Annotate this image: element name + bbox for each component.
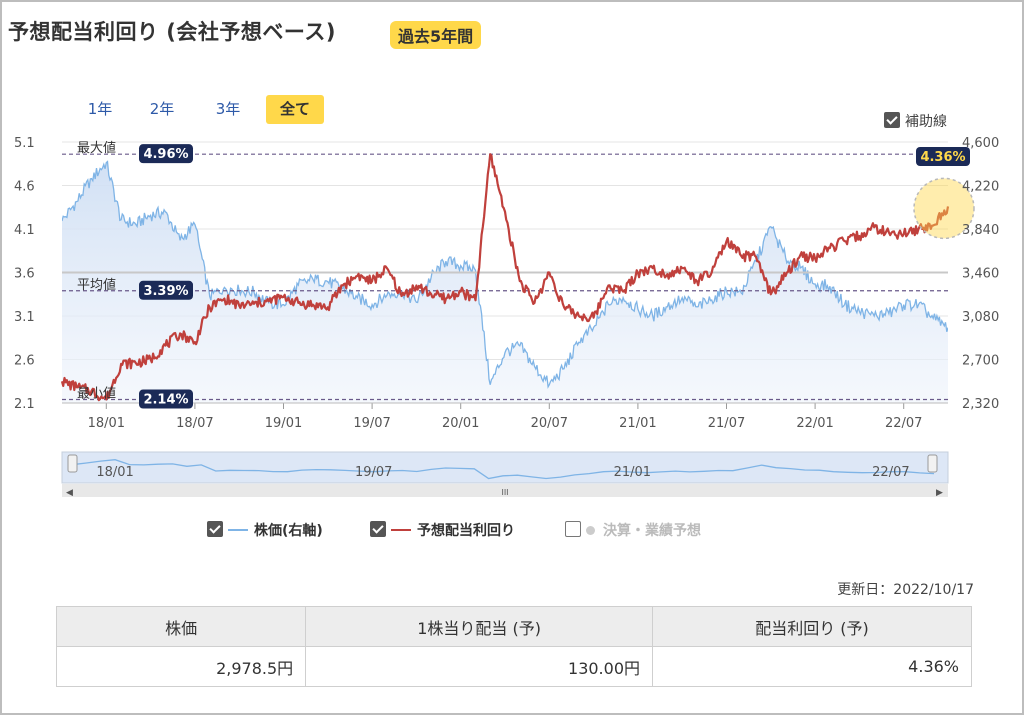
y-right-tick-label: 3,840: [962, 223, 999, 238]
cell-price: 2,978.5円: [55, 646, 307, 687]
period-badge: 過去5年間: [390, 21, 482, 49]
tab-1y[interactable]: 1年: [87, 100, 113, 118]
x-tick-label: 19/01: [265, 416, 302, 431]
y-left-tick-label: 3.6: [14, 267, 35, 282]
tab-2y[interactable]: 2年: [149, 100, 175, 118]
legend-yield-swatch: [391, 529, 411, 531]
y-right-tick-label: 4,600: [962, 136, 999, 151]
axes: 5.1 4.6 4.1 3.6 3.1 2.6 2.1 4,600 4,220 3,840 3,46…: [14, 136, 999, 431]
x-tick-label: 21/07: [708, 416, 745, 431]
price-area: [62, 161, 948, 403]
summary-table-header-row: 株価 1株当り配当 (予) 配当利回り (予): [55, 606, 972, 647]
x-tick-label: 18/01: [88, 416, 125, 431]
y-right-tick-label: 3,080: [962, 310, 999, 325]
reference-markers: 最大値 4.96% 平均値 3.39% 最小値 2.14% 4.36%: [77, 140, 970, 409]
price-series: [62, 160, 948, 403]
x-tick-label: 20/01: [442, 416, 479, 431]
x-tick-label: 20/07: [531, 416, 568, 431]
aux-line-label: 補助線: [905, 114, 947, 130]
navigator-tick-label: 21/01: [614, 465, 651, 480]
reference-label: 最小値: [77, 386, 116, 402]
navigator-tick-label: 22/07: [872, 465, 909, 480]
updated-date: 更新日：2022/10/17: [837, 582, 974, 598]
navigator-handle-icon[interactable]: [67, 454, 78, 473]
price-line: [62, 160, 948, 389]
x-tick-label: 21/01: [619, 416, 656, 431]
legend-item-yield[interactable]: 予想配当利回り: [370, 520, 515, 540]
reference-tag-bg: [139, 389, 193, 409]
page-title: 予想配当利回り (会社予想ベース): [8, 20, 336, 44]
header-yield: 配当利回り (予): [652, 606, 972, 647]
latest-tag-bg: [916, 147, 970, 166]
legend-earnings-checkbox-icon[interactable]: [565, 521, 581, 537]
yield-series: [60, 153, 975, 402]
navigator-scrollbar[interactable]: [62, 484, 948, 497]
x-tick-label: 18/07: [176, 416, 213, 431]
header-dividend: 1株当り配当 (予): [305, 606, 654, 647]
y-left-tick-label: 5.1: [14, 136, 35, 151]
yield-price-chart: 5.1 4.6 4.1 3.6 3.1 2.6 2.1 4,600 4,220 3,840 3,46…: [14, 136, 999, 498]
summary-table: 株価 1株当り配当 (予) 配当利回り (予) 2,978.5円 130.00円…: [55, 606, 972, 687]
y-left-tick-label: 3.1: [14, 310, 35, 325]
scroll-grip-icon: III: [501, 488, 508, 497]
reference-label: 平均値: [77, 277, 116, 293]
reference-label: 最大値: [77, 140, 116, 156]
y-right-tick-label: 4,220: [962, 180, 999, 195]
yield-line: [60, 153, 950, 402]
legend-item-price[interactable]: 株価(右軸): [207, 520, 323, 540]
reference-tag-bg: [139, 144, 193, 164]
x-tick-label: 19/07: [353, 416, 390, 431]
navigator-tick-label: 19/07: [355, 465, 392, 480]
scroll-right-arrow-icon: ▶: [936, 488, 943, 498]
navigator-line: [71, 459, 935, 480]
x-tick-label: 22/07: [885, 416, 922, 431]
y-right-tick-label: 3,460: [962, 267, 999, 282]
legend-item-earnings[interactable]: 決算・業績予想: [565, 520, 701, 540]
navigator-range: [61, 451, 949, 484]
y-left-tick-label: 4.6: [14, 180, 35, 195]
reference-tag-value: 2.14%: [143, 393, 188, 408]
range-navigator[interactable]: 18/01 19/07 21/01 22/07 ◀ ▶ III: [61, 451, 949, 498]
reference-tag-value: 4.96%: [143, 147, 188, 162]
legend-yield-checkbox-icon[interactable]: [370, 521, 386, 537]
reference-tag-value: 3.39%: [143, 284, 188, 299]
latest-tag-value: 4.36%: [920, 150, 965, 165]
y-right-tick-label: 2,320: [962, 397, 999, 412]
legend-price-label: 株価(右軸): [254, 523, 323, 539]
cell-yield: 4.36%: [652, 646, 972, 687]
reference-tag-bg: [139, 280, 193, 300]
y-left-tick-label: 2.6: [14, 354, 35, 369]
tab-all[interactable]: 全て: [266, 95, 324, 124]
header-price: 株価: [55, 606, 307, 647]
navigator-handle-icon[interactable]: [927, 454, 938, 473]
y-left-tick-label: 4.1: [14, 223, 35, 238]
aux-line-checkbox-icon[interactable]: [884, 112, 900, 128]
legend-yield-label: 予想配当利回り: [417, 523, 515, 539]
tab-3y[interactable]: 3年: [215, 100, 241, 118]
legend-earnings-label: 決算・業績予想: [603, 523, 701, 539]
latest-highlight-circle: [913, 177, 975, 240]
reference-lines: [62, 153, 948, 401]
cell-dividend: 130.00円: [305, 646, 654, 687]
x-tick-label: 22/01: [796, 416, 833, 431]
aux-line-toggle[interactable]: 補助線: [884, 111, 947, 131]
legend-price-checkbox-icon[interactable]: [207, 521, 223, 537]
summary-table-row: 2,978.5円 130.00円 4.36%: [55, 646, 972, 687]
scroll-left-arrow-icon: ◀: [66, 488, 73, 498]
navigator-tick-label: 18/01: [96, 465, 133, 480]
y-right-tick-label: 2,700: [962, 354, 999, 369]
y-left-tick-label: 2.1: [14, 397, 35, 412]
legend-earnings-dot-icon: [586, 526, 595, 535]
legend-price-swatch: [228, 529, 248, 531]
